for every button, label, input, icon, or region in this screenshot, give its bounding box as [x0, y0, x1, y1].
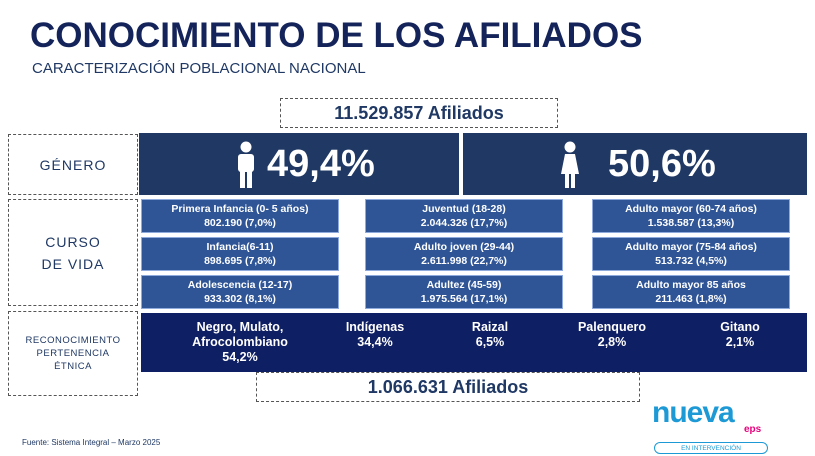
group-name: Adulto joven (29-44) [413, 241, 515, 253]
subtitle: CARACTERIZACIÓN POBLACIONAL NACIONAL [32, 60, 366, 77]
life-course-cell: Adolescencia (12-17) 933.302 (8,1%) [141, 275, 339, 309]
life-course-label-box: CURSO DE VIDA [8, 199, 138, 306]
life-course-cell: Adultez (45-59) 1.975.564 (17,1%) [365, 275, 563, 309]
female-box: 50,6% [463, 133, 807, 195]
ethnicity-label: ÉTNICA [54, 361, 92, 372]
ethnicity-label: PERTENENCIA [36, 348, 110, 359]
life-course-cell: Primera Infancia (0- 5 años) 802.190 (7,0… [141, 199, 339, 233]
group-name: Adulto mayor (75-84 años) [625, 241, 757, 253]
group-name: Adolescencia (12-17) [187, 279, 293, 291]
group-name: Palenquero [577, 320, 647, 334]
group-value: 933.302 (8,1%) [204, 293, 276, 305]
group-value: 898.695 (7,8%) [204, 255, 276, 267]
group-name: Afrocolombiano [192, 335, 288, 349]
ethnicity-total-box: 1.066.631 Afiliados [256, 372, 640, 402]
male-box: 49,4% [139, 133, 459, 195]
source: Fuente: Sistema Integral – Marzo 2025 [22, 438, 161, 447]
life-course-cell: Juventud (18-28) 2.044.326 (17,7%) [365, 199, 563, 233]
ethnicity-group: Negro, Mulato, Afrocolombiano 54,2% [165, 320, 315, 365]
group-name: Negro, Mulato, [196, 320, 284, 334]
group-value: 1.975.564 (17,1%) [420, 293, 508, 305]
ethnicity-group: Raizal 6,5% [415, 320, 565, 350]
group-value: 2,1% [725, 335, 755, 349]
group-name: Primera Infancia (0- 5 años) [171, 203, 309, 215]
female-pct: 50,6% [608, 143, 716, 185]
group-name: Adulto mayor 85 años [636, 279, 746, 291]
group-name: Raizal [471, 320, 509, 334]
group-value: 54,2% [222, 350, 258, 364]
group-value: 2.044.326 (17,7%) [420, 217, 508, 229]
group-value: 6,5% [475, 335, 505, 349]
total: 11.529.857 Afiliados [334, 102, 504, 123]
group-name: Infancia(6-11) [206, 241, 274, 253]
group-name: Adulto mayor (60-74 años) [625, 203, 757, 215]
male-pct: 49,4% [267, 143, 375, 185]
gender-label-box: GÉNERO [8, 134, 138, 195]
group-value: 34,4% [357, 335, 393, 349]
group-value: 2,8% [597, 335, 627, 349]
group-value: 1.538.587 (13,3%) [647, 217, 735, 229]
life-course-cell: Adulto joven (29-44) 2.611.998 (22,7%) [365, 237, 563, 271]
life-course-cell: Adulto mayor (60-74 años) 1.538.587 (13,3… [592, 199, 790, 233]
gender-label: GÉNERO [39, 156, 107, 173]
group-name: Indígenas [345, 320, 405, 334]
group-value: 211.463 (1,8%) [655, 293, 727, 305]
ethnicity-group: Gitano 2,1% [665, 320, 815, 350]
female-icon [561, 141, 579, 188]
ethnicity-bar [141, 313, 807, 372]
group-value: 513.732 (4,5%) [655, 255, 727, 267]
group-name: Juventud (18-28) [422, 203, 506, 215]
logo-status: EN INTERVENCIÓN [654, 442, 768, 454]
ethnicity-group: Palenquero 2,8% [537, 320, 687, 350]
life-course-cell: Infancia(6-11) 898.695 (7,8%) [141, 237, 339, 271]
life-course-label: CURSO [45, 233, 101, 250]
title: CONOCIMIENTO DE LOS AFILIADOS [30, 16, 643, 55]
life-course-cell: Adulto mayor (75-84 años) 513.732 (4,5%) [592, 237, 790, 271]
life-course-cell: Adulto mayor 85 años 211.463 (1,8%) [592, 275, 790, 309]
group-value: 802.190 (7,0%) [204, 217, 276, 229]
ethnicity-total: 1.066.631 Afiliados [367, 376, 529, 397]
group-name: Gitano [720, 320, 760, 334]
ethnicity-group: Indígenas 34,4% [300, 320, 450, 350]
ethnicity-label: RECONOCIMIENTO [25, 335, 121, 346]
male-icon [238, 141, 254, 188]
group-value: 2.611.998 (22,7%) [421, 255, 507, 267]
life-course-label: DE VIDA [41, 255, 105, 272]
ethnicity-label-box: RECONOCIMIENTO PERTENENCIA ÉTNICA [8, 311, 138, 396]
logo-name: nueva [652, 396, 735, 429]
logo-sub: eps [744, 424, 762, 435]
total-box: 11.529.857 Afiliados [280, 98, 558, 128]
group-name: Adultez (45-59) [426, 279, 502, 291]
